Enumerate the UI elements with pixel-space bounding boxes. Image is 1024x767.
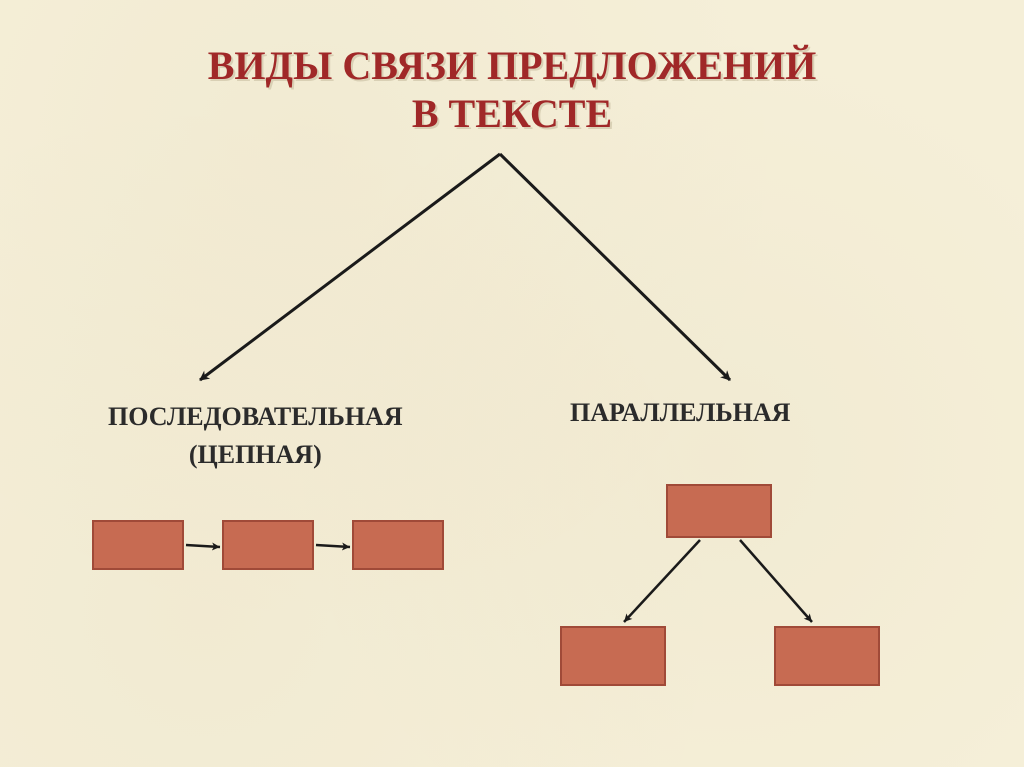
chain-box-0 [92, 520, 184, 570]
slide: ВИДЫ СВЯЗИ ПРЕДЛОЖЕНИЙ В ТЕКСТЕ ПОСЛЕДОВ… [0, 0, 1024, 767]
chain-arrow-1 [316, 545, 350, 547]
chain-box-2 [352, 520, 444, 570]
right-label: ПАРАЛЛЕЛЬНАЯ [570, 398, 790, 428]
left-label-line2: (ЦЕПНАЯ) [189, 440, 322, 469]
chain-arrow-0 [186, 545, 220, 547]
tree-box-2 [774, 626, 880, 686]
tree-box-0 [666, 484, 772, 538]
branch-arrow-left [200, 154, 500, 380]
branch-arrow-right [500, 154, 730, 380]
tree-arrow-0 [624, 540, 700, 622]
title-line1: ВИДЫ СВЯЗИ ПРЕДЛОЖЕНИЙ [208, 43, 817, 88]
slide-title: ВИДЫ СВЯЗИ ПРЕДЛОЖЕНИЙ В ТЕКСТЕ [0, 0, 1024, 138]
tree-arrow-1 [740, 540, 812, 622]
left-label: ПОСЛЕДОВАТЕЛЬНАЯ (ЦЕПНАЯ) [108, 398, 403, 473]
right-label-text: ПАРАЛЛЕЛЬНАЯ [570, 398, 790, 427]
title-line2: В ТЕКСТЕ [412, 91, 612, 136]
tree-arrows [624, 540, 812, 622]
tree-box-1 [560, 626, 666, 686]
chain-box-1 [222, 520, 314, 570]
left-label-line1: ПОСЛЕДОВАТЕЛЬНАЯ [108, 402, 403, 431]
